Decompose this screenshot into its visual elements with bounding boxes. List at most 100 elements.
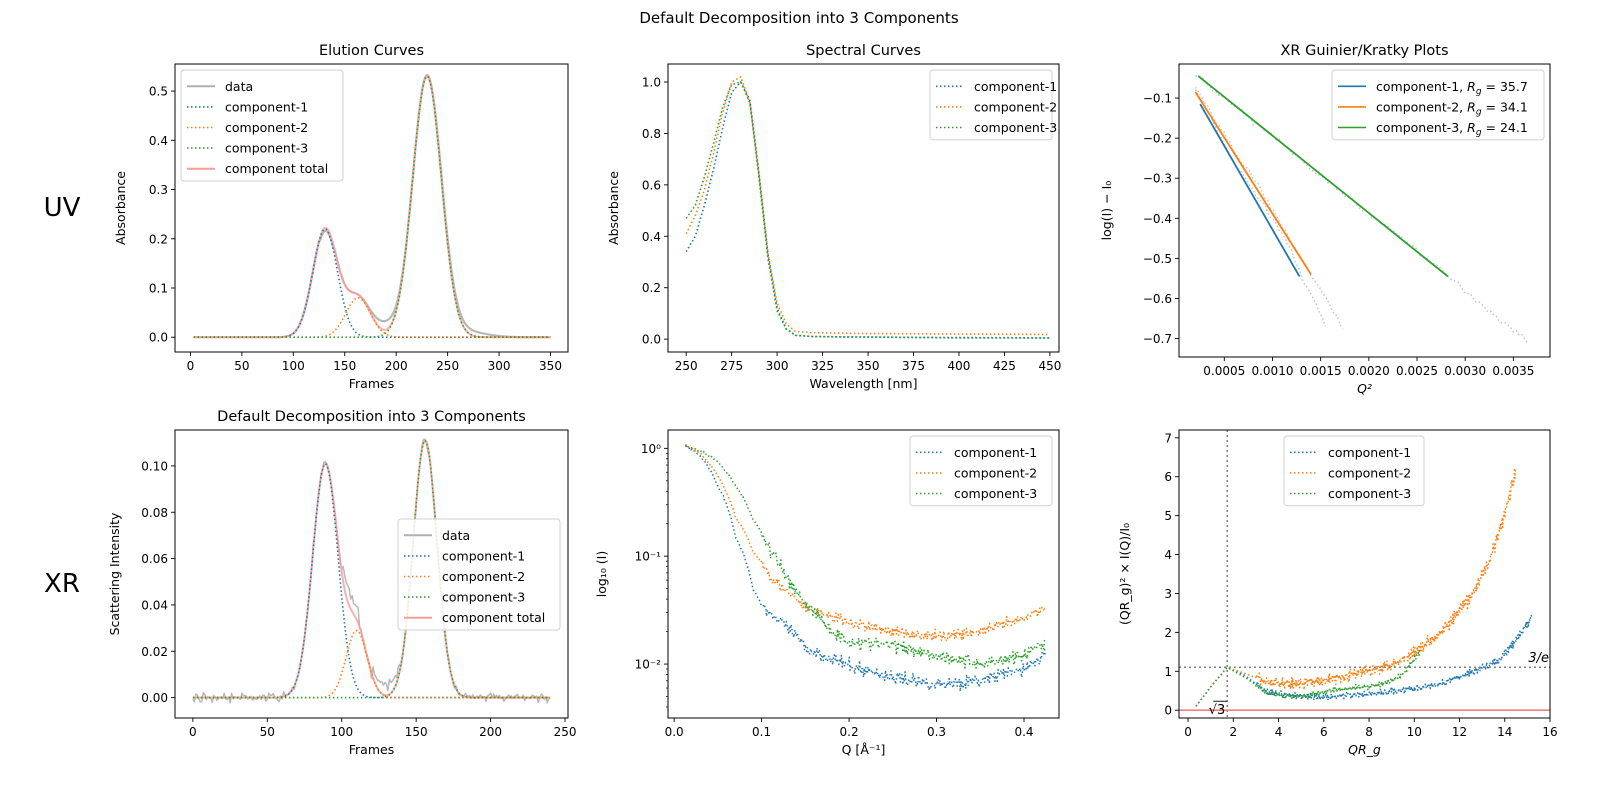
x-axis-label: Q [Å⁻¹] — [842, 742, 886, 757]
y-tick-label: 0.00 — [141, 691, 168, 705]
plot-area — [684, 444, 1047, 693]
sqrt3-annotation: √3 — [1209, 703, 1226, 718]
chart-title: XR Guinier/Kratky Plots — [1280, 43, 1448, 59]
y-tick-label: 0.0 — [642, 333, 661, 347]
axes-frame — [667, 63, 1060, 353]
legend-label: component-2 — [1328, 465, 1411, 480]
legend-label: component-3 — [954, 486, 1037, 501]
y-tick-label: 10⁰ — [641, 442, 661, 456]
plot-area — [192, 438, 551, 704]
y-tick-label: 0.2 — [642, 281, 661, 295]
y-tick-label: 4 — [1164, 548, 1172, 562]
y-tick-label: 0.2 — [149, 232, 168, 246]
legend-label: component-3 — [1328, 486, 1411, 501]
y-tick-label: 0.04 — [141, 598, 168, 612]
plot-area — [193, 73, 551, 339]
plot-area — [1195, 467, 1533, 707]
x-tick-label: 450 — [1038, 359, 1061, 373]
component-2-points — [1195, 467, 1517, 707]
y-tick-label: −0.6 — [1143, 292, 1172, 306]
uv-spectral-chart: Spectral Curves 250 275 300 325 350 375 400 425 4… — [606, 43, 1061, 391]
x-tick-label: 8 — [1365, 725, 1373, 739]
y-tick-label: 0.8 — [642, 127, 661, 141]
x-tick-label: 275 — [720, 359, 743, 373]
component-1-fit-line — [1199, 103, 1301, 277]
y-tick-label: 0.1 — [149, 282, 168, 296]
y-axis-label: log₁₀ (I) — [594, 551, 609, 598]
x-tick-label: 300 — [766, 359, 789, 373]
legend-box — [1283, 435, 1425, 507]
y-tick-label: 10⁻² — [635, 658, 662, 672]
xr-elution-chart: Default Decomposition into 3 Components 0… — [107, 409, 576, 757]
y-tick-label: −0.3 — [1143, 172, 1172, 186]
legend-label: component-2 — [442, 569, 525, 584]
legend-label: component-2 — [225, 120, 308, 135]
legend-label: component-1, Rg = 35.7 — [1376, 79, 1528, 97]
y-tick-label: −0.5 — [1143, 252, 1172, 266]
x-tick-label: 0 — [187, 359, 195, 373]
x-tick-label: 250 — [675, 359, 698, 373]
x-tick-label: 300 — [488, 359, 511, 373]
legend-label: component-3, Rg = 24.1 — [1376, 120, 1528, 138]
y-axis-label: log(I) − I₀ — [1099, 181, 1114, 241]
y-tick-label: 0.0 — [149, 331, 168, 345]
axes-frame — [667, 429, 1060, 719]
xr-guinier-chart: XR Guinier/Kratky Plots 0.0005 0.0010 0.001… — [1099, 43, 1551, 396]
legend-label: data — [442, 528, 470, 543]
component-1-line — [193, 228, 551, 339]
data-line — [192, 438, 551, 704]
x-tick-label: 400 — [948, 359, 971, 373]
y-tick-label: 0.5 — [149, 85, 168, 99]
legend-label: data — [225, 79, 253, 94]
y-tick-label: −0.7 — [1143, 332, 1172, 346]
y-tick-label: 1.0 — [642, 76, 661, 90]
component-2-line — [193, 296, 551, 339]
legend-label: component total — [225, 161, 328, 176]
y-axis-label: Absorbance — [113, 171, 128, 245]
x-tick-label: 0 — [1184, 725, 1192, 739]
x-tick-label: 0.0030 — [1444, 364, 1486, 378]
x-tick-label: 150 — [333, 359, 356, 373]
suptitle: Default Decomposition into 3 Components — [639, 9, 958, 27]
x-tick-label: 200 — [479, 725, 502, 739]
legend-box — [180, 69, 344, 182]
plot-area — [1194, 74, 1529, 345]
legend-label: component-1 — [442, 548, 525, 563]
x-axis-label: QR_g — [1348, 742, 1381, 757]
y-tick-label: 5 — [1164, 509, 1172, 523]
component-3-fit-line — [1197, 75, 1449, 278]
y-tick-label: 0 — [1164, 704, 1172, 718]
x-tick-label: 250 — [436, 359, 459, 373]
y-tick-label: −0.1 — [1143, 92, 1172, 106]
x-tick-label: 325 — [811, 359, 834, 373]
legend-label: component-1 — [954, 445, 1037, 460]
y-tick-label: 0.4 — [149, 134, 168, 148]
legend-label: component-3 — [442, 590, 525, 605]
axes-frame — [174, 429, 569, 719]
xr-scattering-chart: 0.0 0.1 0.2 0.3 0.4 10⁰ 10⁻¹ 10⁻² Q [Å⁻¹] log₁₀ (… — [594, 429, 1060, 757]
x-tick-label: 10 — [1407, 725, 1422, 739]
y-tick-label: 0.08 — [141, 506, 168, 520]
legend-label: component-2 — [974, 99, 1057, 114]
legend-box — [1331, 69, 1545, 141]
x-tick-label: 0.3 — [927, 725, 946, 739]
component-2-line — [192, 629, 551, 699]
y-axis-label: Absorbance — [606, 171, 621, 245]
component-2-fit-line — [1194, 91, 1312, 275]
x-tick-label: 425 — [993, 359, 1016, 373]
x-tick-label: 0.0 — [665, 725, 684, 739]
row-label-uv: UV — [44, 193, 81, 223]
x-tick-label: 2 — [1229, 725, 1237, 739]
y-tick-label: −0.4 — [1143, 212, 1172, 226]
component-1-points — [685, 445, 1047, 693]
3-over-e-annotation: 3/e — [1528, 651, 1549, 666]
y-tick-label: 0.6 — [642, 178, 661, 192]
x-tick-label: 4 — [1275, 725, 1283, 739]
axes-frame — [1178, 63, 1551, 358]
x-tick-label: 50 — [234, 359, 249, 373]
legend-label: component-1 — [974, 79, 1057, 94]
legend-label: component-3 — [225, 141, 308, 156]
y-tick-label: 2 — [1164, 626, 1172, 640]
x-tick-label: 0.0005 — [1203, 364, 1245, 378]
x-tick-label: 0.1 — [752, 725, 771, 739]
